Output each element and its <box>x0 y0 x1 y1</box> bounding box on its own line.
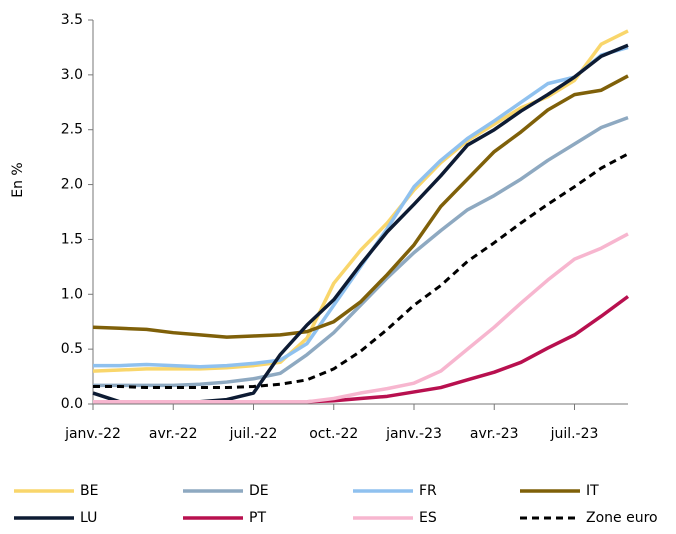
y-axis-label: En % <box>10 162 26 197</box>
y-tick-label: 0.0 <box>61 396 83 412</box>
legend-label: DE <box>249 483 269 499</box>
y-tick-label: 2.0 <box>61 177 83 193</box>
legend-label: ES <box>419 510 437 526</box>
x-tick-label: avr.-22 <box>149 426 198 442</box>
y-tick-label: 3.5 <box>61 12 83 28</box>
x-tick-label: juil.-23 <box>550 426 599 442</box>
y-tick-label: 3.0 <box>61 67 83 83</box>
legend-label: LU <box>80 510 97 526</box>
legend-label: Zone euro <box>586 510 658 526</box>
y-tick-label: 1.5 <box>61 231 83 247</box>
legend-label: FR <box>419 483 437 499</box>
series-line <box>93 232 629 404</box>
legend-label: PT <box>249 510 266 526</box>
y-tick-label: 2.5 <box>61 122 83 138</box>
legend-label: BE <box>80 483 98 499</box>
y-tick-label: 1.0 <box>61 286 83 302</box>
x-tick-label: oct.-22 <box>309 426 358 442</box>
x-tick-label: avr.-23 <box>470 426 519 442</box>
x-tick-label: janv.-23 <box>385 426 442 442</box>
legend-label: IT <box>586 483 599 499</box>
series-line <box>92 74 629 339</box>
x-tick-label: janv.-22 <box>64 426 121 442</box>
series-line <box>93 116 629 388</box>
series-line <box>93 152 629 390</box>
y-tick-label: 0.5 <box>61 341 83 357</box>
x-tick-label: juil.-22 <box>229 426 278 442</box>
